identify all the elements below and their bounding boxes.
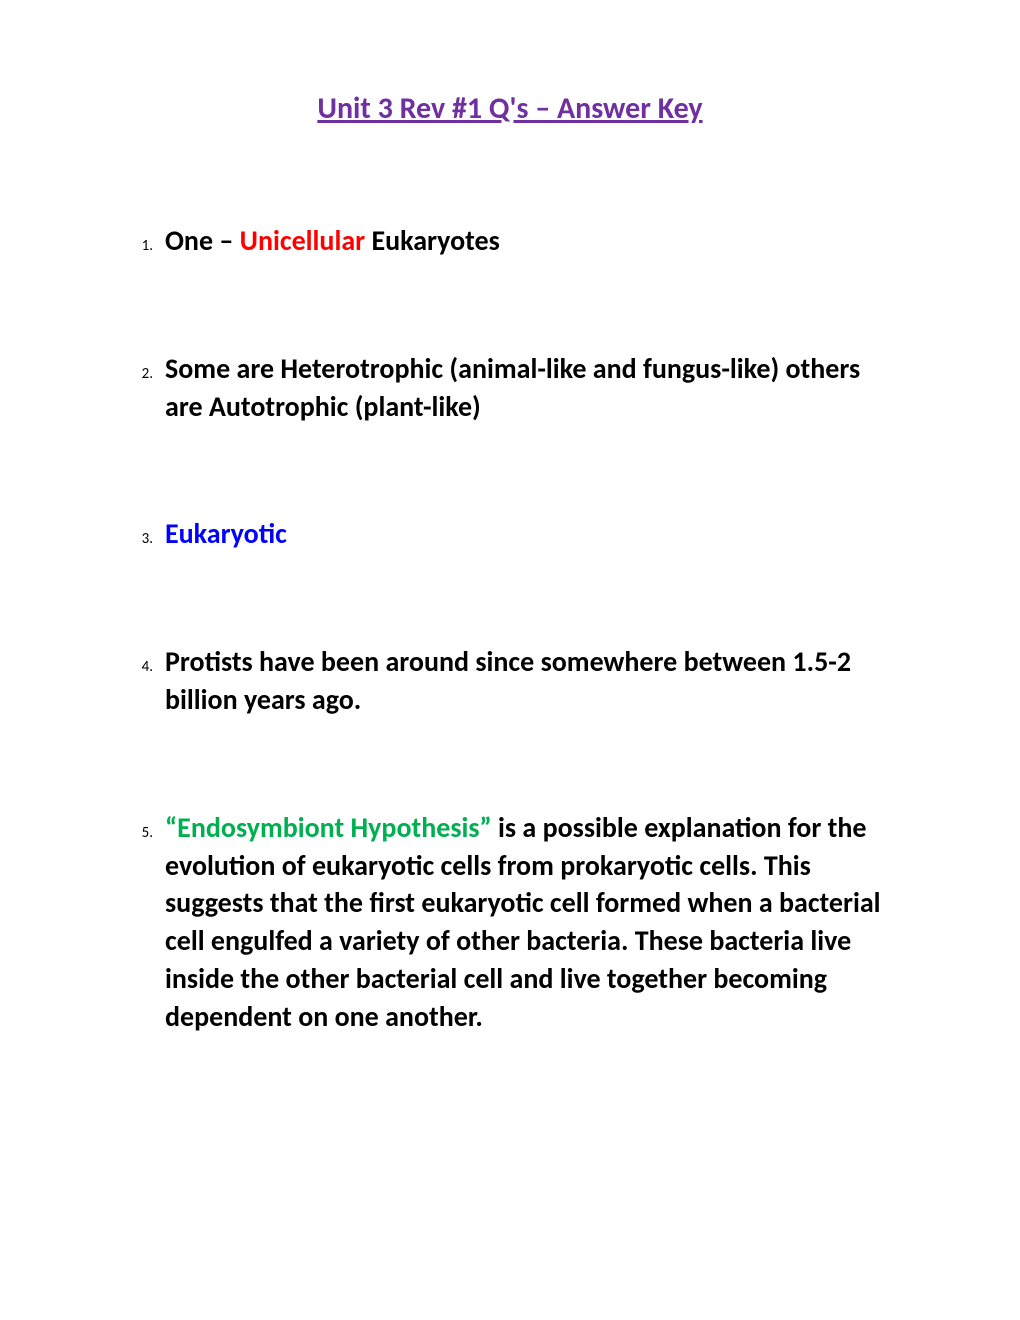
list-number-2: 2. — [130, 365, 165, 383]
text-part-blue: Eukaryotic — [165, 516, 287, 551]
list-number-1: 1. — [130, 237, 165, 255]
list-content-5: “Endosymbiont Hypothesis” is a possible … — [165, 809, 890, 1036]
list-content-3: Eukaryotic — [165, 515, 890, 553]
list-content-1: One – Unicellular Eukaryotes — [165, 222, 890, 260]
text-part: Eukaryotes — [365, 223, 500, 258]
text-part: Some are Heterotrophic (animal-like and … — [165, 351, 860, 424]
list-item: 3. Eukaryotic — [130, 515, 890, 553]
list-item: 1. One – Unicellular Eukaryotes — [130, 222, 890, 260]
list-item: 4. Protists have been around since somew… — [130, 643, 890, 719]
text-part: Protists have been around since somewher… — [165, 644, 851, 717]
list-item: 2. Some are Heterotrophic (animal-like a… — [130, 350, 890, 426]
list-number-3: 3. — [130, 530, 165, 548]
list-content-2: Some are Heterotrophic (animal-like and … — [165, 350, 890, 426]
list-content-4: Protists have been around since somewher… — [165, 643, 890, 719]
list-number-4: 4. — [130, 658, 165, 676]
page-title: Unit 3 Rev #1 Q's – Answer Key — [130, 90, 890, 127]
list-number-5: 5. — [130, 824, 165, 842]
text-part: One – — [165, 223, 240, 258]
text-part-red: Unicellular — [240, 223, 365, 258]
list-item: 5. “Endosymbiont Hypothesis” is a possib… — [130, 809, 890, 1036]
text-part-green: “Endosymbiont Hypothesis” — [165, 810, 498, 845]
